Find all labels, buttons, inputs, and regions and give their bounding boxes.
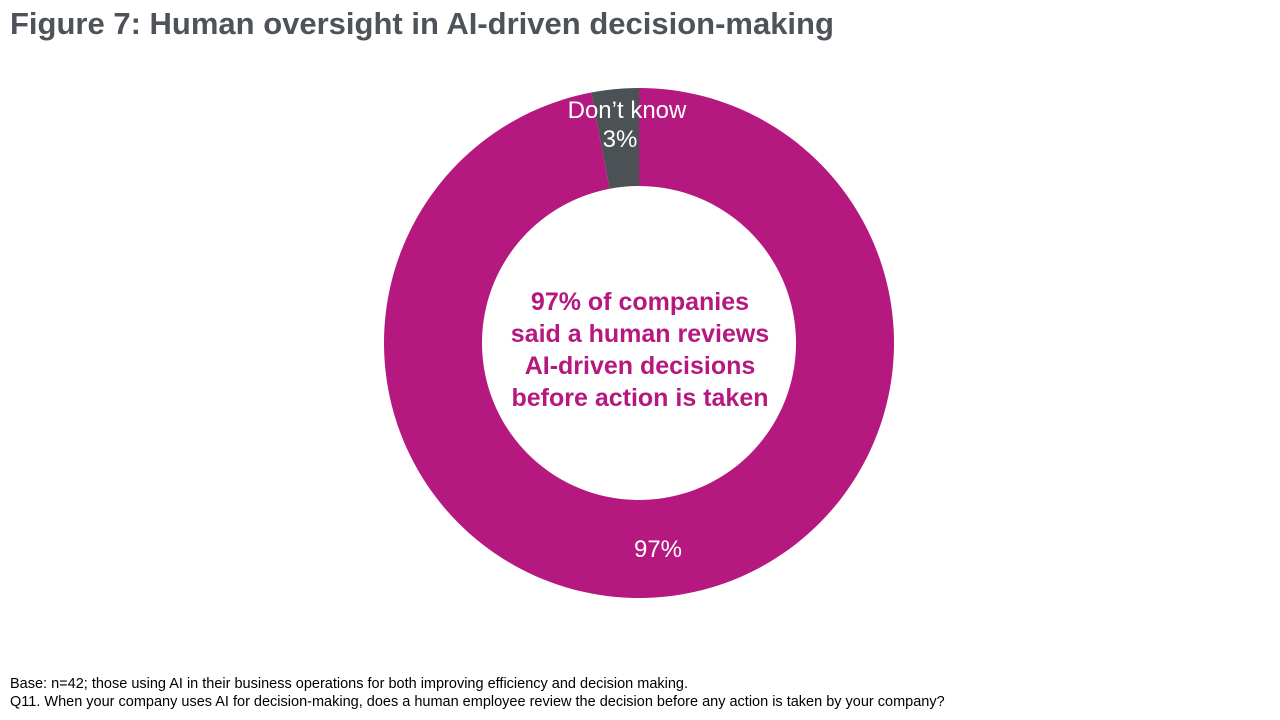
donut-slice-0 [591,88,639,189]
slice-value-label-1: 97% [634,536,682,563]
donut-slice-1 [384,87,895,598]
slice-name-label-0: Don’t know [568,97,687,124]
footnote-question: Q11. When your company uses AI for decis… [10,694,945,710]
footnote-base: Base: n=42; those using AI in their busi… [10,676,689,692]
figure-title: Figure 7: Human oversight in AI-driven d… [10,6,834,41]
center-callout: 97% of companies said a human reviews AI… [510,288,770,412]
slice-value-label-0: 3% [603,126,638,153]
footnotes: Base: n=42; those using AI in their busi… [10,675,945,711]
